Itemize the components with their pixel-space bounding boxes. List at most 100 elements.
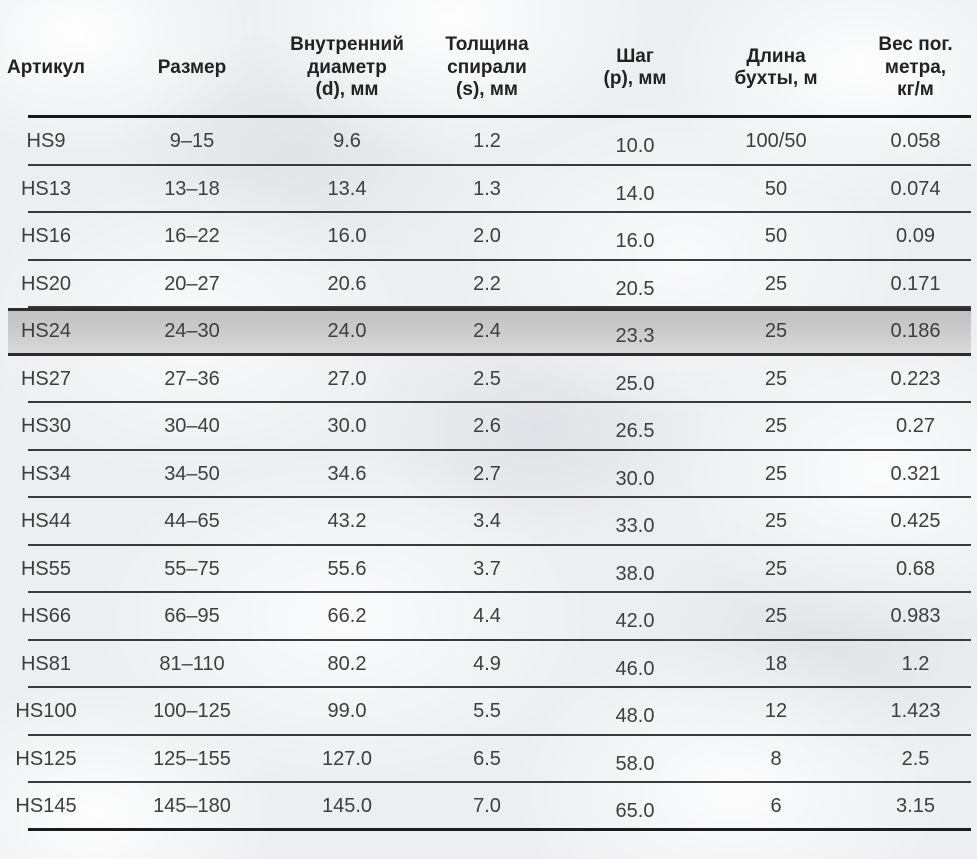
cell-value: 13–18 [164, 177, 220, 200]
cell: HS44 [0, 498, 92, 546]
cell-value: 25.0 [615, 372, 655, 395]
cell: 16–22 [92, 213, 292, 261]
cell: 4.4 [402, 593, 572, 641]
cell-value: 26.5 [615, 420, 655, 443]
cell-value: 16.0 [615, 230, 655, 253]
cell-value: 14.0 [615, 182, 655, 205]
cell-value: HS27 [20, 367, 72, 390]
cell: 5.5 [402, 688, 572, 736]
cell: 30–40 [92, 403, 292, 451]
cell: 48.0 [572, 688, 698, 736]
cell: 0.68 [854, 546, 977, 594]
cell-value: 3.15 [896, 795, 935, 818]
cell-value: HS30 [20, 415, 72, 438]
cell: 55.6 [292, 546, 402, 594]
cell-value: 25 [764, 605, 788, 628]
cell: 2.0 [402, 213, 572, 261]
cell-value: 0.321 [890, 462, 941, 485]
cell: 10.0 [572, 118, 698, 166]
cell-value: 30.0 [615, 467, 655, 490]
cell: 100/50 [698, 118, 854, 166]
column-header: Размер [157, 56, 227, 78]
cell-value: HS55 [20, 557, 72, 580]
cell: 3.4 [402, 498, 572, 546]
cell-value: 81–110 [159, 652, 225, 675]
cell-value: 100–125 [153, 700, 231, 723]
cell-value: 3.7 [473, 557, 501, 580]
cell-value: 9.6 [333, 130, 361, 153]
cell: 42.0 [572, 593, 698, 641]
cell-value: 24–30 [164, 320, 220, 343]
cell-value: 2.5 [473, 367, 501, 390]
cell-value: 30–40 [164, 415, 220, 438]
cell-value: 1.423 [890, 700, 941, 723]
table-row: HS30 30–40 30.0 2.6 26.5 25 0.27 [0, 403, 977, 451]
cell: 43.2 [292, 498, 402, 546]
cell-value: 2.5 [901, 747, 930, 770]
cell: 12 [698, 688, 854, 736]
cell-value: HS66 [20, 605, 72, 628]
cell: HS9 [0, 118, 92, 166]
cell: HS24 [0, 308, 92, 356]
cell-value: 8 [770, 747, 782, 770]
cell-value: 0.074 [890, 177, 941, 200]
cell: 1.2 [854, 641, 977, 689]
cell-value: 58.0 [615, 752, 655, 775]
cell-value: 0.27 [896, 415, 935, 438]
cell: 50 [698, 166, 854, 214]
column-header: Толщина спирали (s), мм [445, 34, 529, 101]
cell: 3.15 [854, 783, 977, 831]
cell: 2.2 [402, 261, 572, 309]
table-row: HS9 9–15 9.6 1.2 10.0 100/50 0.058 [0, 118, 977, 166]
column-header: Внутренний диаметр (d), мм [290, 34, 404, 101]
cell: 0.058 [854, 118, 977, 166]
cell: 16.0 [572, 213, 698, 261]
cell: 34.6 [292, 451, 402, 499]
cell-value: 6.5 [473, 747, 501, 770]
cell-value: 99.0 [327, 700, 367, 723]
cell-value: 1.2 [473, 130, 501, 153]
header-row: Артикул Размер Внутренний диаметр (d), мм Т… [0, 0, 977, 118]
cell: 0.186 [854, 308, 977, 356]
cell-value: 10.0 [615, 135, 655, 158]
cell: 25 [698, 451, 854, 499]
cell: 38.0 [572, 546, 698, 594]
table-row: HS27 27–36 27.0 2.5 25.0 25 0.223 [0, 356, 977, 404]
cell-value: HS81 [20, 652, 72, 675]
cell-value: 65.0 [615, 800, 655, 823]
cell: 2.6 [402, 403, 572, 451]
cell: 55–75 [92, 546, 292, 594]
cell: 9.6 [292, 118, 402, 166]
cell: 81–110 [92, 641, 292, 689]
cell: 0.171 [854, 261, 977, 309]
cell: 1.2 [402, 118, 572, 166]
cell-value: 2.2 [473, 272, 501, 295]
cell: 2.4 [402, 308, 572, 356]
cell: 30.0 [292, 403, 402, 451]
cell: 30.0 [572, 451, 698, 499]
table-row-highlighted: HS24 24–30 24.0 2.4 23.3 25 0.186 [0, 308, 977, 356]
table-body: HS9 9–15 9.6 1.2 10.0 100/50 0.058 HS13 13–18 13.… [0, 118, 977, 831]
cell: 66–95 [92, 593, 292, 641]
cell-value: HS16 [20, 225, 72, 248]
cell: 0.09 [854, 213, 977, 261]
cell-value: HS100 [15, 700, 77, 723]
cell-value: 20.5 [615, 277, 655, 300]
cell-value: 25 [764, 510, 788, 533]
cell: 24–30 [92, 308, 292, 356]
cell-value: 2.4 [473, 320, 501, 343]
cell-value: HS125 [15, 747, 77, 770]
table-row: HS66 66–95 66.2 4.4 42.0 25 0.983 [0, 593, 977, 641]
table-row: HS44 44–65 43.2 3.4 33.0 25 0.425 [0, 498, 977, 546]
cell: HS66 [0, 593, 92, 641]
cell-value: 27–36 [164, 367, 220, 390]
cell-value: 1.3 [473, 177, 501, 200]
cell: 80.2 [292, 641, 402, 689]
cell: 46.0 [572, 641, 698, 689]
cell: 2.5 [402, 356, 572, 404]
cell-value: 13.4 [327, 177, 367, 200]
table-row: HS100 100–125 99.0 5.5 48.0 12 1.423 [0, 688, 977, 736]
cell: 3.7 [402, 546, 572, 594]
cell-value: 6 [770, 795, 782, 818]
cell: 145.0 [292, 783, 402, 831]
